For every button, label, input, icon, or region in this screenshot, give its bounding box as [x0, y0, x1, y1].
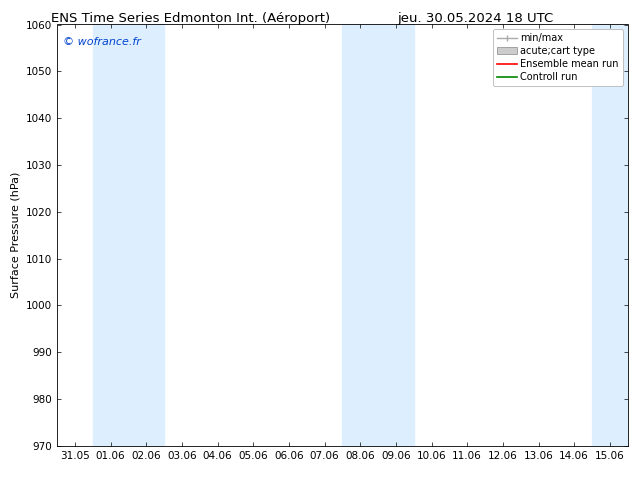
Text: jeu. 30.05.2024 18 UTC: jeu. 30.05.2024 18 UTC — [398, 12, 553, 25]
Legend: min/max, acute;cart type, Ensemble mean run, Controll run: min/max, acute;cart type, Ensemble mean … — [493, 29, 623, 86]
Bar — [342, 24, 413, 446]
Y-axis label: Surface Pressure (hPa): Surface Pressure (hPa) — [10, 172, 20, 298]
Bar — [93, 24, 164, 446]
Text: ENS Time Series Edmonton Int. (Aéroport): ENS Time Series Edmonton Int. (Aéroport) — [51, 12, 330, 25]
Bar — [592, 24, 628, 446]
Text: © wofrance.fr: © wofrance.fr — [63, 37, 141, 47]
